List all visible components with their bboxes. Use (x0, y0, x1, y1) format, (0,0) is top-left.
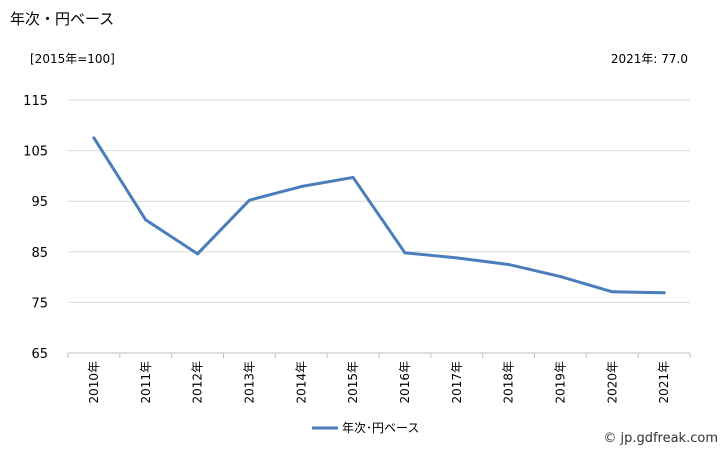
data-point (196, 252, 200, 256)
data-point (507, 262, 511, 266)
data-point (351, 175, 355, 179)
series-line (92, 136, 666, 295)
data-point (662, 291, 666, 295)
y-tick-label: 95 (31, 195, 48, 210)
x-tick-label: 2019年 (553, 361, 567, 404)
data-point (92, 136, 96, 140)
x-tick-label: 2011年 (139, 361, 153, 404)
x-tick-label: 2013年 (242, 361, 256, 404)
data-point (610, 290, 614, 294)
y-tick-label: 115 (23, 94, 48, 109)
y-tick-label: 85 (31, 246, 48, 261)
data-point (455, 256, 459, 260)
x-tick-label: 2015年 (346, 361, 360, 404)
y-tick-label: 65 (31, 347, 48, 362)
data-point (299, 185, 303, 189)
x-tick-label: 2021年 (657, 361, 671, 404)
data-point (144, 218, 148, 222)
y-tick-label: 75 (31, 296, 48, 311)
x-tick-label: 2018年 (502, 361, 516, 404)
data-point (403, 251, 407, 255)
x-tick-label: 2020年 (605, 361, 619, 404)
x-tick-label: 2014年 (294, 361, 308, 404)
latest-value-note: 2021年: 77.0 (610, 52, 688, 66)
legend-label: 年次･円ベース (342, 421, 419, 435)
chart-title: 年次・円ベース (10, 10, 115, 28)
x-tick-label: 2010年 (87, 361, 101, 404)
x-tick-label: 2017年 (450, 361, 464, 404)
data-point (558, 275, 562, 279)
data-point (247, 198, 251, 202)
y-tick-label: 105 (23, 145, 48, 160)
base-year-note: [2015年=100] (30, 52, 115, 66)
x-tick-label: 2016年 (398, 361, 412, 404)
x-tick-label: 2012年 (191, 361, 205, 404)
source-credit[interactable]: © jp.gdfreak.com (603, 431, 718, 446)
